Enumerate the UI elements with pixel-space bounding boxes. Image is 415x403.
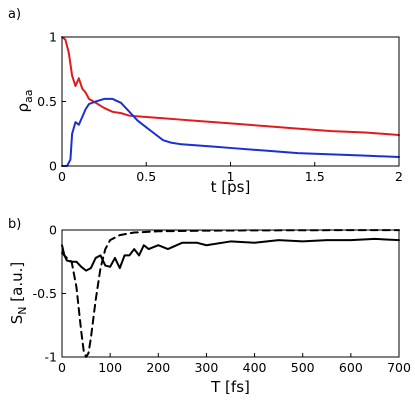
chart-panel-b: 0 100 200 300 400 500 600 700 -1 -0.5 0 T [fs] SN … [8,223,411,397]
x-tick-label-b-5: 500 [291,360,315,375]
y-axis-label-b: SN [a.u.] [8,262,29,324]
y-tick-label-a-1: 0.5 [37,94,57,109]
y-tick-label-b-0: -1 [45,350,57,365]
series-line-b-1 [61,237,400,272]
series-line-a-2 [61,97,400,167]
y-tick-label-b-2: 0 [49,223,57,238]
x-tick-label-b-4: 400 [243,360,267,375]
y-tick-label-a-2: 1 [49,30,57,45]
axes-box-b [61,229,400,358]
x-tick-label-b-6: 600 [339,360,363,375]
y-axis-label-a-sub: aa [22,89,35,102]
chart-panel-a: 0 0.5 1 1.5 2 0 0.5 1 t [ps] ρaa [14,30,403,197]
y-tick-label-a-0: 0 [49,159,57,174]
axes-box-a [61,36,400,167]
x-tick-label-b-2: 200 [146,360,170,375]
series-line-b-2 [61,229,400,358]
y-axis-label-b-main: S [8,315,26,325]
ticks-group-b: 0 100 200 300 400 500 600 700 -1 -0.5 0 [33,223,411,376]
y-axis-label-a: ρaa [14,89,35,112]
x-tick-label-a-1: 0.5 [136,169,156,184]
series-group-a [61,36,400,167]
panel-a-label: a) [8,7,21,22]
y-axis-label-b-sub: N [16,306,29,314]
y-axis-label-a-main: ρ [14,103,32,113]
x-tick-label-a-0: 0 [58,169,66,184]
series-line-a-1 [61,36,400,137]
x-tick-label-b-0: 0 [58,360,66,375]
x-tick-label-a-4: 2 [395,169,403,184]
ticks-group-a: 0 0.5 1 1.5 2 0 0.5 1 [37,30,403,185]
x-tick-label-b-7: 700 [387,360,411,375]
series-group-b [61,229,400,358]
y-axis-label-b-unit: [a.u.] [8,262,26,307]
x-tick-label-a-3: 1.5 [305,169,325,184]
y-tick-label-b-1: -0.5 [33,286,57,301]
panel-b-label: b) [8,217,21,232]
x-axis-label-a: t [ps] [211,178,251,196]
x-tick-label-b-1: 100 [98,360,122,375]
x-axis-label-b: T [fs] [210,378,250,396]
x-tick-label-a-2: 1 [227,169,235,184]
x-tick-label-b-3: 300 [194,360,218,375]
